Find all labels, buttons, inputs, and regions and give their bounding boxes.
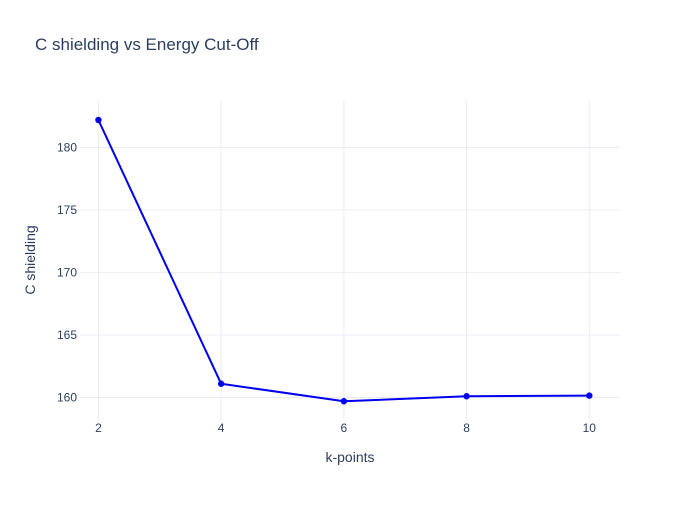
y-tick-label: 180 <box>57 141 77 155</box>
x-tick-label: 10 <box>583 421 597 435</box>
chart-title: C shielding vs Energy Cut-Off <box>35 35 259 54</box>
y-axis-title: C shielding <box>22 225 38 294</box>
data-point[interactable] <box>217 380 225 387</box>
x-tick-label: 4 <box>218 421 225 435</box>
data-point[interactable] <box>95 116 102 124</box>
x-tick-label: 2 <box>95 421 102 435</box>
y-tick-label: 165 <box>57 328 77 342</box>
y-tick-label: 175 <box>57 203 77 217</box>
data-point[interactable] <box>463 393 470 400</box>
series-layer <box>95 116 593 405</box>
gridlines <box>80 100 620 420</box>
tick-labels: 2 4 6 8 10 160 165 170 175 180 <box>57 141 596 436</box>
x-axis-title: k-points <box>325 449 374 465</box>
y-tick-label: 170 <box>57 266 77 280</box>
x-tick-label: 6 <box>341 421 348 435</box>
data-point[interactable] <box>586 392 593 399</box>
y-tick-label: 160 <box>57 391 77 405</box>
x-tick-label: 8 <box>463 421 470 435</box>
data-point[interactable] <box>340 398 348 405</box>
